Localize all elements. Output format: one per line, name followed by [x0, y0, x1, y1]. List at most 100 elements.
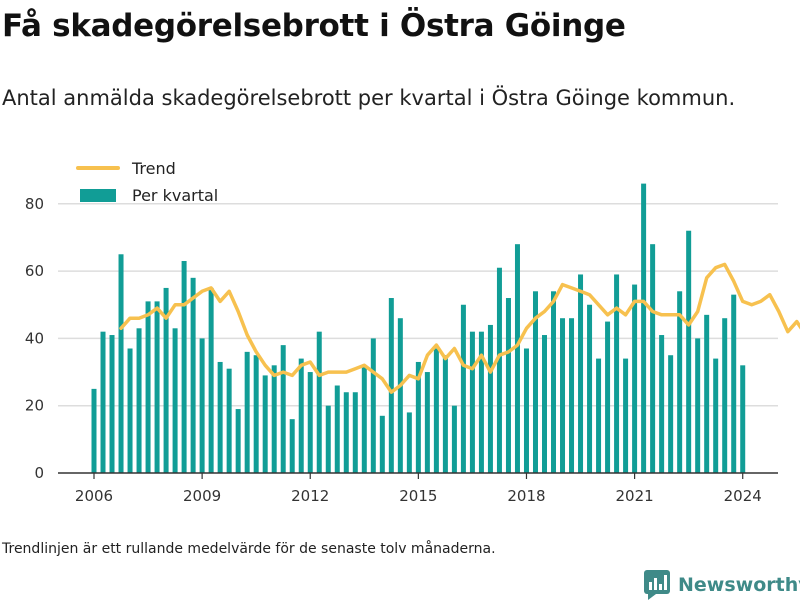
trend-line — [119, 262, 800, 394]
x-tick-label: 2015 — [399, 487, 437, 505]
bar — [587, 304, 593, 473]
bar — [181, 261, 187, 473]
bar — [334, 385, 340, 473]
bar — [677, 291, 683, 473]
bar — [731, 294, 737, 473]
bar — [496, 267, 502, 473]
bar — [523, 348, 529, 473]
bar — [208, 287, 214, 473]
bar — [704, 314, 710, 473]
bar — [478, 331, 484, 473]
bar — [379, 415, 385, 473]
bar — [280, 345, 286, 473]
bar — [460, 304, 466, 473]
bar — [487, 324, 493, 473]
bar — [91, 388, 97, 473]
bar — [505, 298, 511, 473]
bar — [244, 351, 250, 473]
bar — [298, 358, 304, 473]
bar — [650, 244, 656, 473]
bar — [740, 365, 746, 473]
bar — [388, 298, 394, 473]
bar — [686, 230, 692, 473]
bar — [722, 318, 728, 473]
x-tick-label: 2006 — [75, 487, 113, 505]
bar — [217, 361, 223, 473]
bar — [560, 318, 566, 473]
trend-series — [119, 262, 800, 394]
brand-logo[interactable]: Newsworthy — [644, 569, 800, 601]
bar-series — [91, 183, 746, 474]
x-tick-label: 2021 — [616, 487, 654, 505]
chart-title: Få skadegörelsebrott i Östra Göinge — [2, 8, 626, 44]
bar — [109, 335, 115, 473]
bar — [253, 355, 259, 473]
bar — [100, 331, 106, 473]
legend-trend-label: Trend — [131, 159, 176, 178]
bar — [127, 348, 133, 473]
bar — [596, 358, 602, 473]
bar — [199, 338, 205, 473]
bar — [226, 368, 232, 473]
x-tick-label: 2012 — [291, 487, 329, 505]
bar — [406, 412, 412, 473]
bar — [514, 244, 520, 473]
footnote: Trendlinjen är ett rullande medelvärde f… — [2, 541, 496, 557]
newsworthy-logo-icon — [644, 570, 670, 600]
bar — [145, 301, 151, 473]
y-tick-label: 80 — [25, 195, 44, 213]
bar — [235, 409, 241, 473]
bar — [551, 291, 557, 473]
bar — [659, 335, 665, 473]
x-tick-label: 2009 — [183, 487, 221, 505]
bar — [163, 287, 169, 473]
bar — [361, 365, 367, 473]
bar — [271, 365, 277, 473]
bar — [397, 318, 403, 473]
bar — [289, 419, 295, 473]
y-tick-label: 20 — [25, 397, 44, 415]
bar — [451, 405, 457, 473]
bar — [641, 183, 647, 474]
bar — [118, 254, 124, 473]
bar — [325, 405, 331, 473]
bar — [668, 355, 674, 473]
axes: 0 20 40 60 80 2006 2009 2012 2015 2018 2021 2024 — [25, 195, 778, 505]
x-tick-label: 2018 — [507, 487, 545, 505]
y-tick-label: 60 — [25, 262, 44, 280]
bar — [190, 277, 196, 473]
bar — [713, 358, 719, 473]
bar — [569, 318, 575, 473]
bar — [695, 338, 701, 473]
legend-bar-swatch — [80, 189, 116, 202]
bar — [532, 291, 538, 473]
bar — [424, 372, 430, 473]
y-tick-label: 0 — [34, 464, 44, 482]
bar — [343, 392, 349, 473]
y-tick-label: 40 — [25, 329, 44, 347]
bar — [172, 328, 178, 473]
bar — [370, 338, 376, 473]
legend-bar-label: Per kvartal — [132, 186, 218, 205]
bar — [469, 331, 475, 473]
bar — [136, 328, 142, 473]
bar — [307, 372, 313, 473]
bar — [316, 331, 322, 473]
bar — [605, 321, 611, 473]
chart-subtitle: Antal anmälda skadegörelsebrott per kvar… — [2, 86, 736, 110]
bar — [442, 355, 448, 473]
bar — [352, 392, 358, 473]
bar — [542, 335, 547, 473]
x-tick-label: 2024 — [724, 487, 762, 505]
bar — [433, 348, 439, 473]
brand-name: Newsworthy — [678, 574, 800, 596]
bar — [578, 274, 584, 473]
bar — [614, 274, 620, 473]
bar — [262, 375, 268, 473]
bar — [632, 284, 638, 473]
bar — [623, 358, 629, 473]
bar — [415, 361, 421, 473]
bar — [154, 301, 160, 473]
legend: Trend Per kvartal — [76, 159, 218, 205]
